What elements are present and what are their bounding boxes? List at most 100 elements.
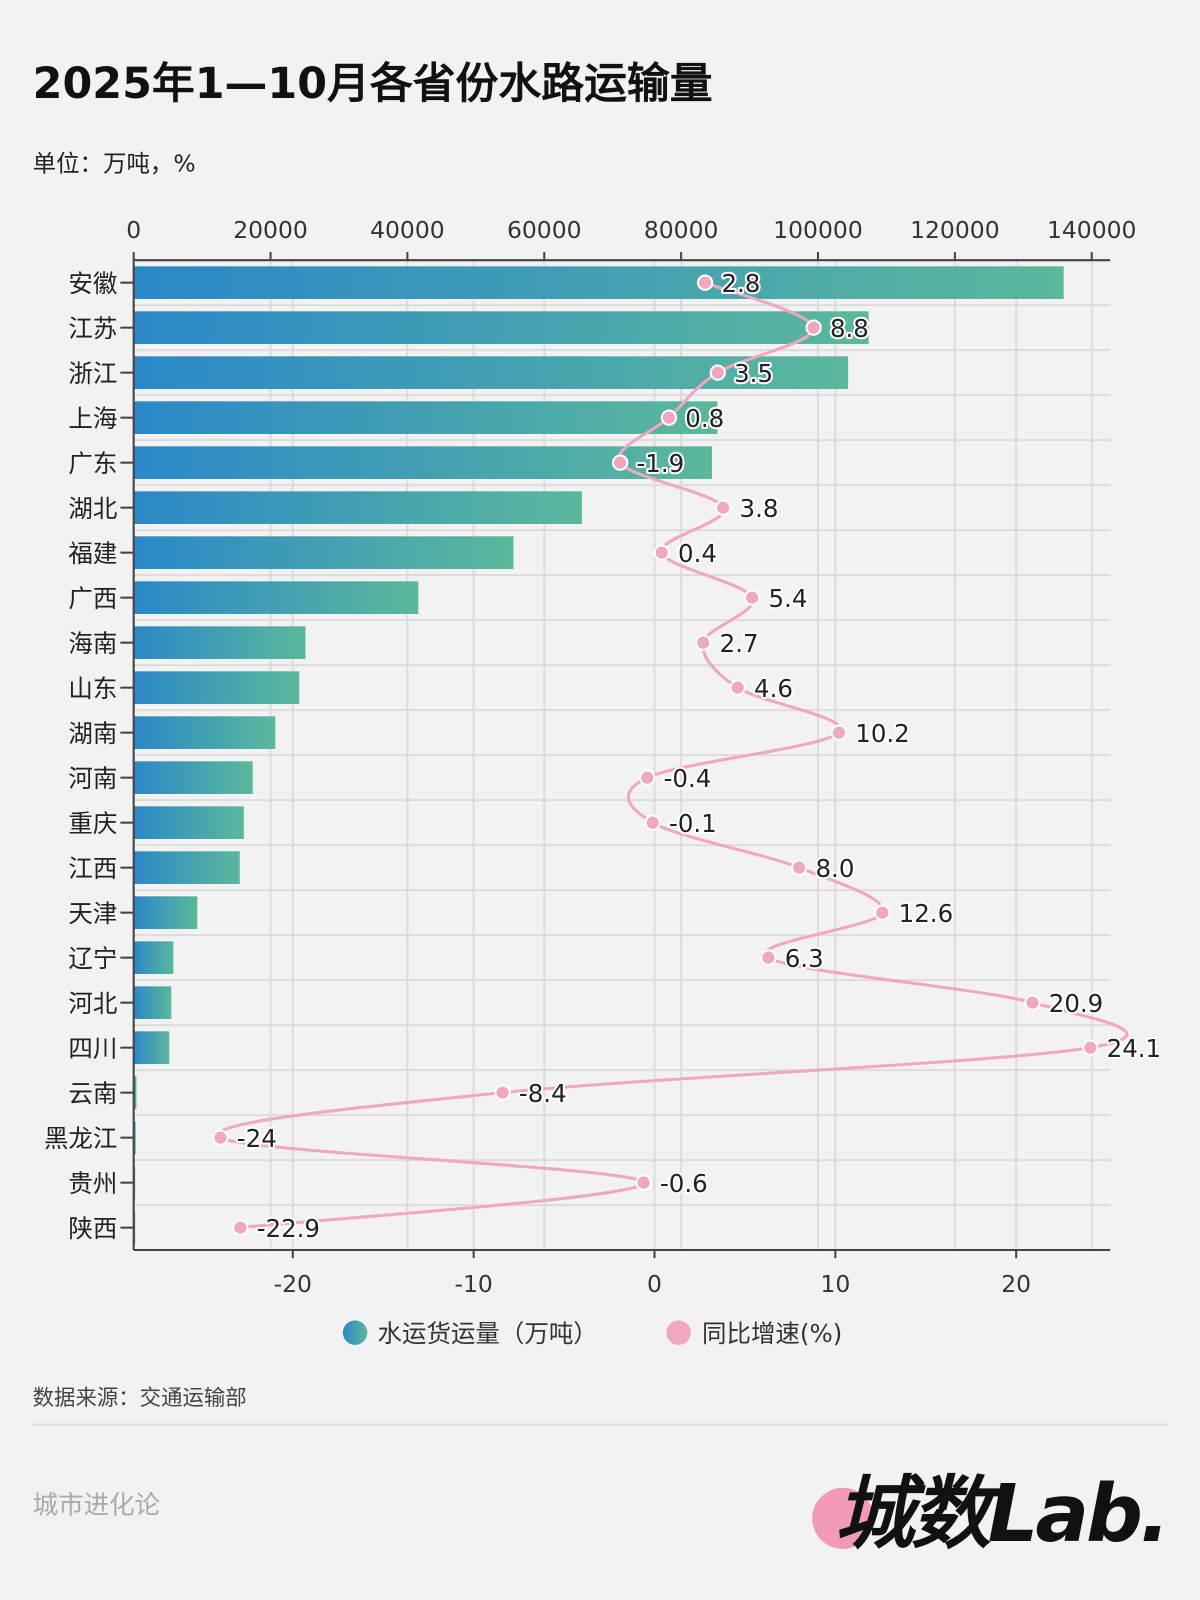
- bar-浙江: [133, 356, 849, 389]
- category-label: 广西: [68, 584, 117, 613]
- bottom-axis-tick-label: 0: [647, 1270, 662, 1298]
- category-label: 辽宁: [68, 944, 117, 973]
- unit-label: 单位：万吨，%: [33, 149, 196, 177]
- growth-data-label: 10.2: [855, 719, 909, 748]
- top-axis-tick-label: 80000: [644, 216, 719, 244]
- category-label: 云南: [68, 1079, 117, 1108]
- growth-data-label: -22.9: [257, 1214, 320, 1243]
- bar-四川: [133, 1031, 170, 1064]
- growth-point-广西: [743, 589, 761, 606]
- bar-云南: [133, 1076, 137, 1109]
- category-label: 天津: [68, 899, 117, 928]
- top-axis-tick-label: 100000: [773, 216, 863, 244]
- growth-point-河北: [1024, 994, 1041, 1011]
- bar-湖南: [133, 716, 276, 749]
- category-label: 江苏: [68, 314, 117, 343]
- growth-point-浙江: [709, 364, 726, 381]
- growth-data-label: -0.4: [664, 764, 712, 793]
- growth-data-label: 8.0: [815, 854, 854, 883]
- growth-data-label: -0.6: [660, 1169, 708, 1198]
- growth-point-陕西: [232, 1219, 249, 1236]
- growth-point-福建: [653, 544, 670, 561]
- category-label: 浙江: [68, 359, 117, 388]
- bottom-axis-tick-label: -10: [454, 1270, 492, 1298]
- data-source: 数据来源：交通运输部: [33, 1386, 247, 1411]
- growth-data-label: 24.1: [1107, 1034, 1161, 1063]
- axes: 0 20000 40000 60000 80000 100000 120000 140000 -…: [44, 216, 1137, 1298]
- bar-安徽: [133, 266, 1064, 299]
- category-label: 重庆: [68, 809, 117, 838]
- growth-data-label: 5.4: [768, 584, 807, 613]
- growth-point-四川: [1082, 1039, 1099, 1056]
- category-label: 河南: [68, 764, 117, 793]
- growth-point-山东: [729, 679, 746, 696]
- top-axis-tick-label: 40000: [370, 216, 445, 244]
- growth-data-label: 6.3: [785, 944, 824, 973]
- growth-data-label: 2.8: [721, 269, 760, 298]
- chart-title: 2025年1—10月各省份水路运输量: [33, 59, 713, 109]
- bar-天津: [133, 896, 198, 929]
- bar-湖北: [133, 491, 582, 524]
- top-axis-tick-label: 140000: [1047, 216, 1137, 244]
- growth-point-海南: [695, 634, 712, 651]
- growth-data-label: 20.9: [1049, 989, 1103, 1018]
- bar-上海: [133, 401, 718, 434]
- growth-data-label: 2.7: [720, 629, 759, 658]
- growth-data-label: -0.1: [669, 809, 717, 838]
- bar-江苏: [133, 311, 869, 344]
- growth-data-label: 4.6: [754, 674, 793, 703]
- bars: [133, 266, 1064, 1244]
- legend: 水运货运量（万吨） 同比增速(%): [342, 1319, 842, 1348]
- bar-山东: [133, 671, 300, 704]
- legend-label-growth: 同比增速(%): [702, 1319, 842, 1348]
- growth-data-label: -8.4: [519, 1079, 567, 1108]
- growth-data-label: 8.8: [830, 314, 869, 343]
- logo-dot-icon: [812, 1487, 874, 1549]
- bar-河北: [133, 986, 172, 1019]
- growth-point-江西: [790, 859, 808, 876]
- bar-河南: [133, 761, 253, 794]
- growth-point-黑龙江: [212, 1129, 229, 1146]
- category-label: 四川: [68, 1034, 117, 1063]
- bottom-axis-tick-label: -20: [274, 1270, 312, 1298]
- growth-data-label: 3.5: [734, 359, 773, 388]
- legend-swatch-volume: [342, 1320, 368, 1345]
- category-label: 湖南: [68, 719, 117, 748]
- top-axis-tick-label: 60000: [507, 216, 582, 244]
- growth-point-广东: [611, 454, 629, 471]
- growth-point-云南: [494, 1084, 511, 1101]
- category-label: 山东: [68, 674, 117, 703]
- growth-point-上海: [660, 409, 678, 426]
- category-label: 黑龙江: [44, 1124, 117, 1153]
- growth-point-安徽: [696, 274, 714, 291]
- growth-data-label: 3.8: [740, 494, 779, 523]
- growth-line: 2.8 8.8 3.5 0.8-1.9 3.8 0.4 5.4 2.7 4.6 10.2 -0.4 -…: [212, 267, 1163, 1245]
- legend-swatch-growth: [666, 1320, 691, 1345]
- growth-point-辽宁: [760, 949, 777, 966]
- category-label: 海南: [68, 629, 117, 658]
- bar-江西: [133, 851, 240, 884]
- bar-福建: [133, 536, 514, 569]
- growth-data-label: -1.9: [636, 449, 684, 478]
- category-label: 陕西: [68, 1214, 117, 1243]
- growth-point-天津: [874, 904, 891, 921]
- growth-data-label: 0.4: [678, 539, 717, 568]
- category-label: 江西: [68, 854, 117, 883]
- bottom-axis-tick-label: 20: [1001, 1270, 1031, 1298]
- growth-point-湖南: [830, 724, 848, 741]
- growth-data-label: 0.8: [685, 404, 724, 433]
- bar-重庆: [133, 806, 244, 839]
- category-label: 贵州: [68, 1169, 117, 1198]
- account-name: 城市进化论: [33, 1490, 161, 1520]
- growth-point-江苏: [805, 319, 822, 336]
- bottom-axis-tick-label: 10: [820, 1270, 850, 1298]
- top-axis-tick-label: 0: [126, 216, 141, 244]
- growth-point-贵州: [635, 1174, 652, 1191]
- bar-广西: [133, 581, 419, 614]
- bar-黑龙江: [133, 1121, 136, 1154]
- growth-data-label: 12.6: [899, 899, 953, 928]
- brand-logo: 城数Lab.: [812, 1467, 1170, 1560]
- growth-curve: [216, 281, 1129, 1230]
- logo-text: 城数Lab.: [835, 1467, 1167, 1560]
